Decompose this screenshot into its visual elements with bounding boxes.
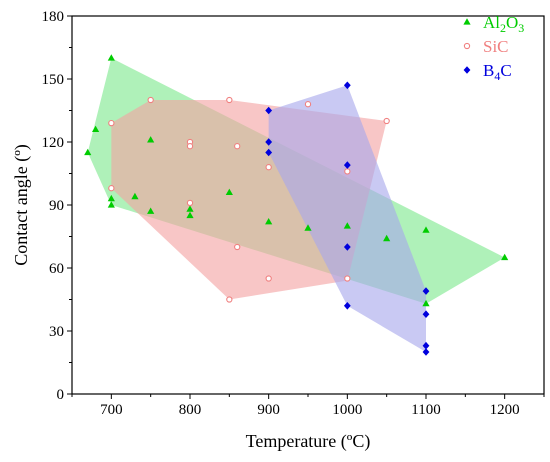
point-s0-15 xyxy=(422,226,430,233)
point-s1-0 xyxy=(108,119,115,127)
point-s0-0 xyxy=(84,148,92,156)
point-s1-2 xyxy=(147,96,154,104)
point-s0-7 xyxy=(147,136,155,143)
point-s1-10 xyxy=(265,164,272,171)
point-s1-8 xyxy=(234,243,241,251)
y-tick-label: 120 xyxy=(42,135,65,151)
point-s0-16 xyxy=(422,299,430,307)
point-s2-0 xyxy=(265,106,273,115)
legend-label-0: Al2O3 xyxy=(483,13,524,35)
legend-label-1: SiC xyxy=(483,37,509,56)
x-tick-label: 1200 xyxy=(490,402,520,418)
legend-label-2: B4C xyxy=(483,61,512,83)
point-s1-9 xyxy=(226,296,233,303)
x-axis: 700 800 900 1000 1100 1200 xyxy=(71,394,545,418)
y-tick-label: 180 xyxy=(42,9,65,25)
hull-2 xyxy=(268,85,426,353)
y-tick-label: 30 xyxy=(49,324,64,340)
point-s0-6 xyxy=(147,207,155,214)
point-s0-9 xyxy=(186,211,194,219)
legend-marker-2 xyxy=(463,66,471,74)
point-s0-10 xyxy=(225,188,233,195)
point-s1-14 xyxy=(344,275,351,282)
point-s1-11 xyxy=(265,275,272,282)
point-s1-1 xyxy=(108,185,115,192)
point-s2-8 xyxy=(422,310,430,318)
point-s2-5 xyxy=(343,243,351,251)
x-tick-label: 900 xyxy=(257,402,280,418)
point-s0-17 xyxy=(501,253,509,261)
y-tick-label: 60 xyxy=(49,261,64,277)
point-s1-7 xyxy=(234,143,241,150)
y-axis: 0 30 60 90 120 150 180 xyxy=(42,9,72,403)
y-tick-label: 90 xyxy=(49,198,64,214)
point-s0-4 xyxy=(107,201,115,208)
point-s1-12 xyxy=(304,101,312,108)
point-s0-11 xyxy=(265,218,273,225)
point-s0-12 xyxy=(304,224,312,231)
legend: Al2O3 SiC B4C xyxy=(463,13,524,83)
point-s2-2 xyxy=(265,148,273,157)
point-s2-6 xyxy=(343,302,351,310)
point-s1-15 xyxy=(383,117,390,125)
x-tick-label: 1000 xyxy=(332,402,362,418)
point-s0-5 xyxy=(131,192,139,200)
x-tick-label: 800 xyxy=(179,402,202,418)
y-axis-title: Contact angle (º) xyxy=(11,144,32,266)
y-tick-label: 0 xyxy=(57,387,65,403)
point-s2-3 xyxy=(343,81,351,90)
hull-layer xyxy=(87,58,505,353)
point-s1-5 xyxy=(186,199,194,207)
legend-marker-1 xyxy=(463,42,471,50)
x-axis-title: Temperature (ºC) xyxy=(246,431,371,452)
x-tick-label: 1100 xyxy=(411,402,440,418)
point-s2-10 xyxy=(422,348,430,356)
point-s2-4 xyxy=(343,161,351,169)
x-tick-label: 700 xyxy=(100,402,123,418)
point-s0-13 xyxy=(343,222,351,229)
point-s2-1 xyxy=(265,138,273,146)
point-s0-2 xyxy=(107,54,115,61)
legend-marker-0 xyxy=(463,18,471,25)
point-s2-9 xyxy=(422,341,430,350)
point-s2-7 xyxy=(422,287,430,295)
points-layer xyxy=(84,54,509,356)
point-s0-14 xyxy=(383,234,391,242)
point-s1-4 xyxy=(186,143,194,150)
point-s1-13 xyxy=(344,168,351,175)
point-s0-8 xyxy=(186,205,194,212)
point-s0-1 xyxy=(92,125,100,132)
point-s0-3 xyxy=(107,194,115,202)
y-tick-label: 150 xyxy=(42,72,65,88)
point-s1-6 xyxy=(226,96,233,104)
